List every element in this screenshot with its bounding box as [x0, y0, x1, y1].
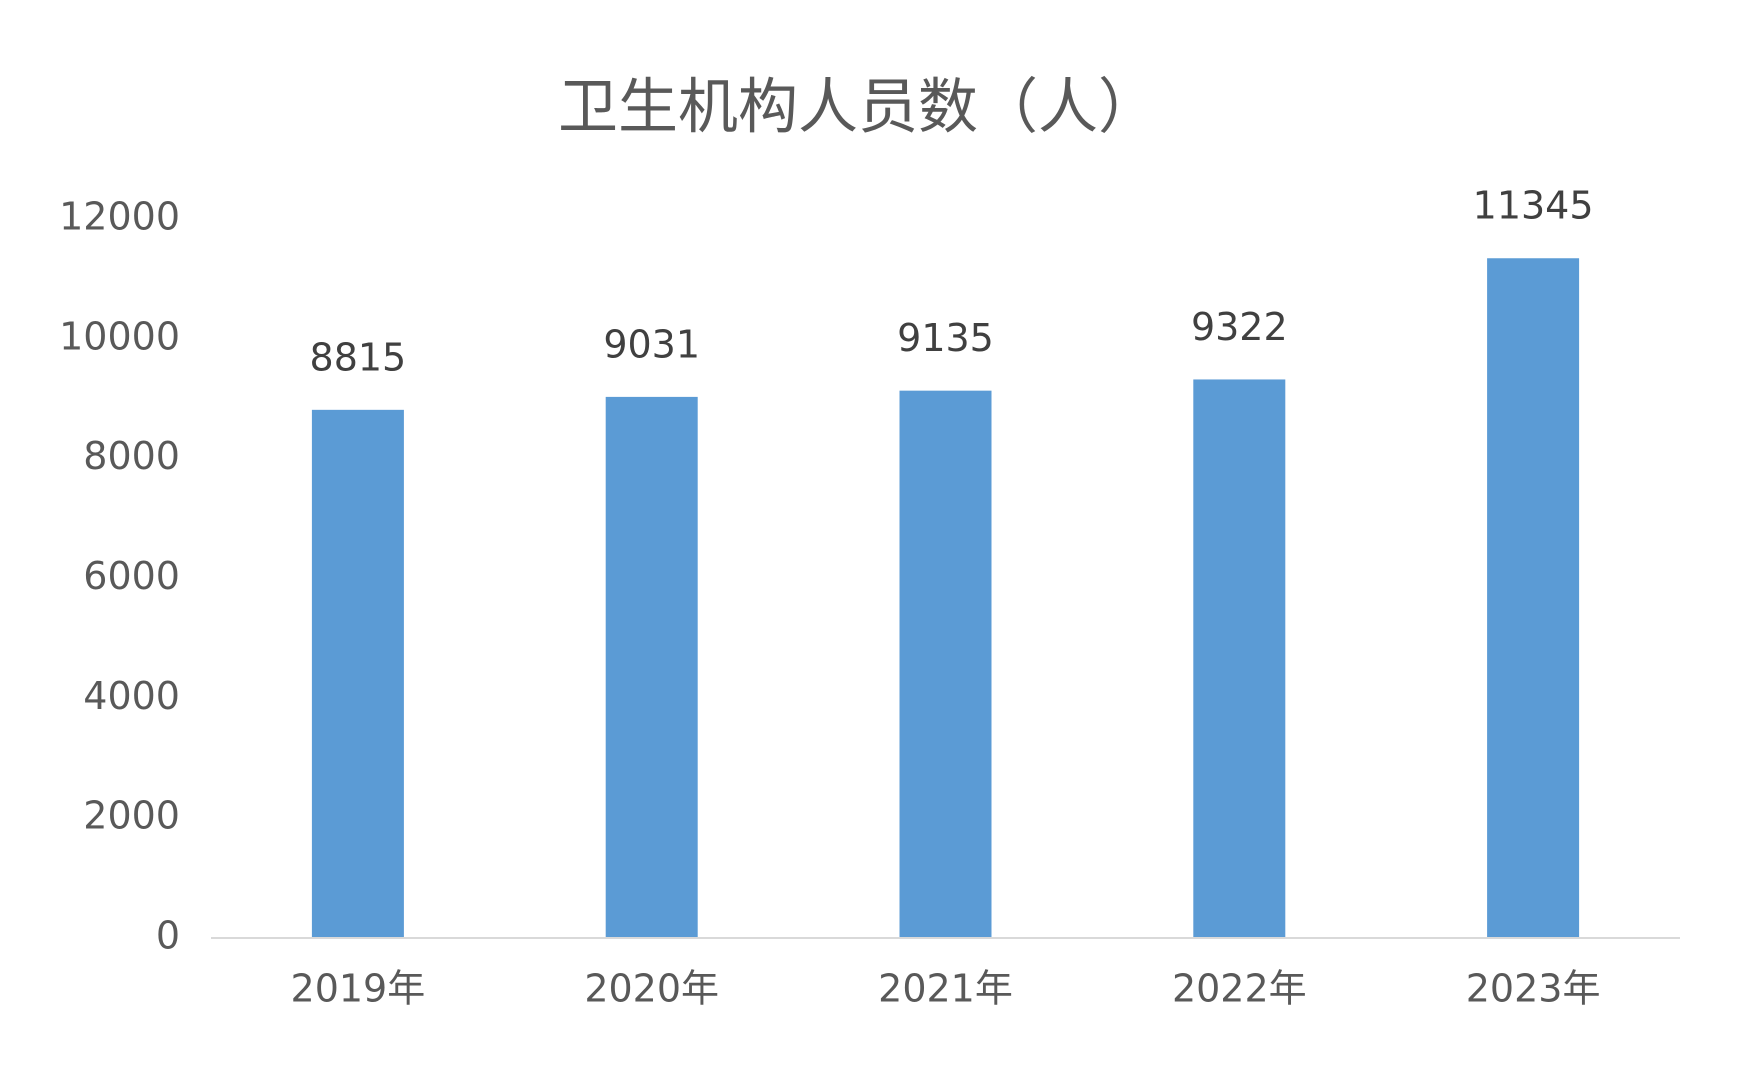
x-tick-label: 2021年 [878, 967, 1013, 1011]
y-tick-label: 6000 [83, 554, 180, 598]
x-tick-label: 2022年 [1172, 967, 1307, 1011]
y-tick-label: 4000 [83, 674, 180, 718]
data-label: 8815 [310, 335, 407, 379]
data-label: 11345 [1473, 184, 1594, 228]
x-tick-label: 2019年 [291, 967, 426, 1011]
bar [311, 409, 404, 938]
bar [1193, 379, 1286, 938]
x-tick-label: 2023年 [1466, 967, 1601, 1011]
y-tick-label: 0 [156, 914, 180, 958]
bar [605, 396, 698, 938]
y-tick-label: 10000 [59, 314, 180, 358]
data-label: 9135 [897, 316, 994, 360]
bar [899, 390, 992, 938]
x-tick-label: 2020年 [584, 967, 719, 1011]
y-tick-label: 8000 [83, 434, 180, 478]
data-label: 9031 [603, 322, 700, 366]
bar [1487, 258, 1580, 938]
chart-title: 卫生机构人员数（人） [558, 73, 1158, 143]
y-tick-label: 12000 [59, 195, 180, 239]
y-tick-label: 2000 [83, 794, 180, 838]
data-label: 9322 [1191, 305, 1288, 349]
